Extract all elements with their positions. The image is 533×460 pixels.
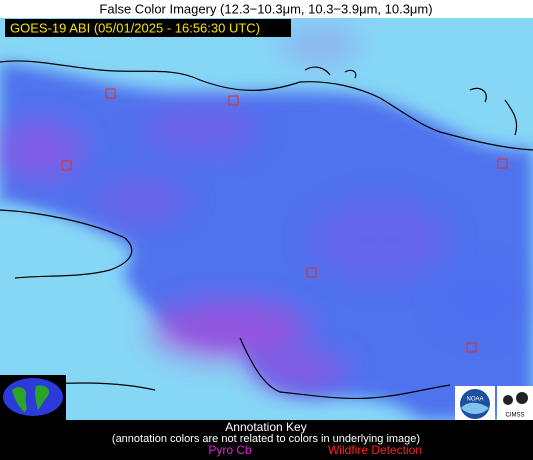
key-bar [0,420,533,460]
title-bar [0,0,533,18]
key-title: Annotation Key [225,420,306,434]
key-item: Wildfire Detection [328,443,422,457]
wildfire-detections [61,88,508,353]
key-note: (annotation colors are not related to co… [112,433,420,445]
satellite-label: GOES-19 ABI (05/01/2025 - 16:56:30 UTC) [10,20,260,35]
label-box [5,19,291,37]
satellite-image [0,18,533,420]
cimss-text: CIMSS [505,413,524,419]
noaa-text: NOAA [466,397,483,403]
cimss-logo: CIMSS [497,386,533,420]
key-item: Pyro Cb [208,443,252,457]
globe-logo [0,375,66,420]
noaa-logo: NOAA [455,386,495,420]
title: False Color Imagery (12.3−10.3μm, 10.3−3… [99,1,432,16]
